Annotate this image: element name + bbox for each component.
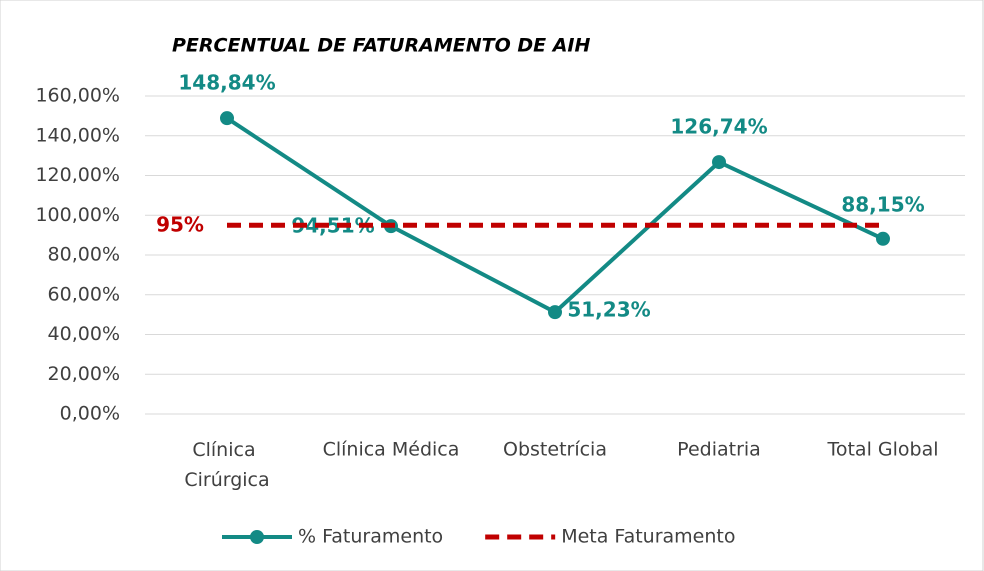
x-tick-label: Pediatria [677, 439, 761, 461]
data-label: 126,74% [670, 115, 767, 139]
x-tick-label-line: Cirúrgica [184, 469, 269, 491]
chart-title: PERCENTUAL DE FATURAMENTO DE AIH [172, 35, 590, 57]
y-tick-label: 60,00% [48, 283, 120, 305]
legend-label: % Faturamento [298, 526, 443, 548]
y-tick-label: 160,00% [35, 85, 120, 107]
y-tick-label: 120,00% [35, 164, 120, 186]
legend-label: Meta Faturamento [561, 526, 735, 548]
marker [712, 155, 726, 170]
data-label: 148,84% [178, 71, 275, 95]
data-label: 95% [156, 213, 204, 237]
marker [876, 231, 890, 246]
y-tick-label: 40,00% [48, 323, 120, 345]
y-tick-label: 100,00% [35, 204, 120, 226]
marker [548, 305, 562, 320]
x-tick-label: Clínica Cirúrgica [184, 439, 269, 491]
x-tick-label: Total Global [826, 439, 938, 461]
y-tick-label: 0,00% [60, 403, 120, 425]
marker [220, 111, 234, 126]
data-label: 51,23% [567, 298, 650, 322]
y-tick-label: 140,00% [35, 124, 120, 146]
x-tick-label: Obstetrícia [503, 439, 607, 461]
legend-marker [250, 530, 264, 544]
x-tick-label: Clínica Médica [323, 439, 460, 461]
x-tick-label-line: Clínica [192, 439, 261, 461]
y-tick-label: 80,00% [48, 244, 120, 266]
y-tick-label: 20,00% [48, 363, 120, 385]
data-label: 88,15% [841, 192, 924, 216]
